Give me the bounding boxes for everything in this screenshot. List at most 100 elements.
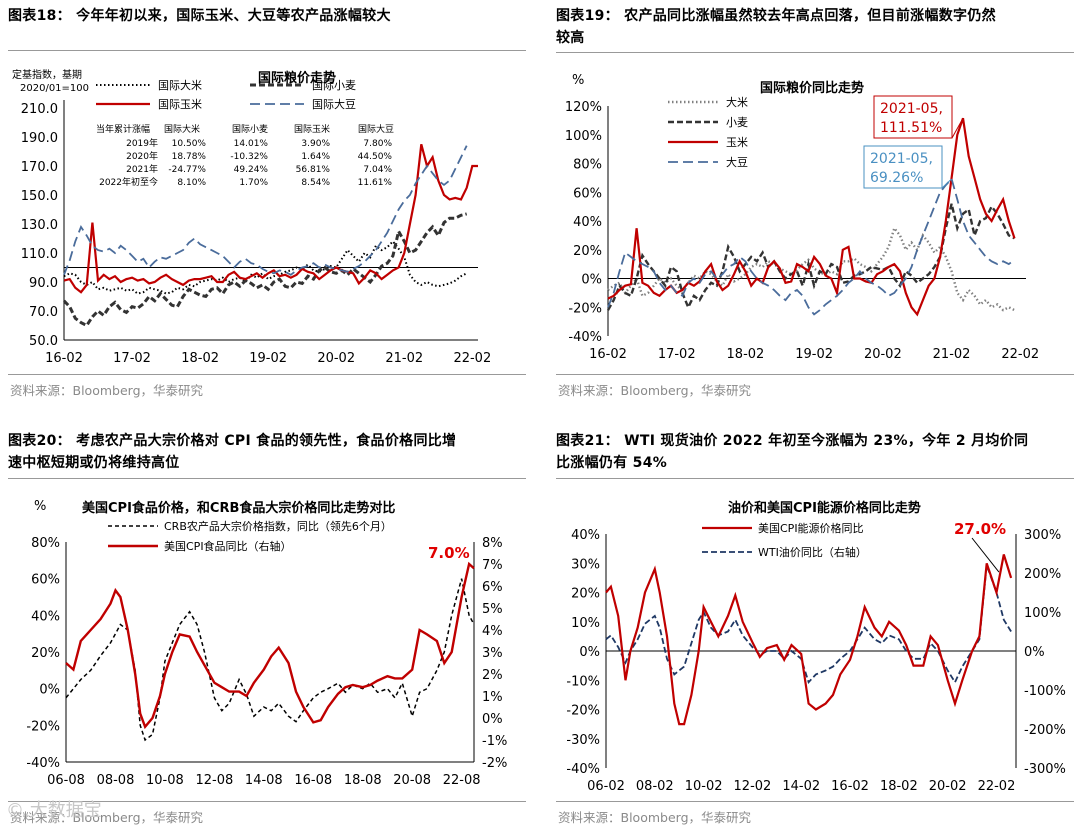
table-cell: 44.50% [358,152,393,162]
x-tick-label: 16-08 [294,773,332,788]
panel19-source: 资料来源：Bloomberg，华泰研究 [558,383,751,398]
legend-label-cpi: 美国CPI食品同比（右轴） [164,539,292,553]
annotation-soy-line1: 2021-05, [870,151,933,167]
table-header-cell: 国际小麦 [232,123,268,135]
y2-tick-label: 8% [482,536,503,551]
y-axis-label-line2: 2020/01=100 [20,83,89,94]
legend-label-corn: 国际玉米 [158,98,202,111]
y-tick-label: 20% [573,244,602,259]
y-tick-label: 60% [573,186,602,201]
x-tick-label: 21-02 [385,351,423,366]
table-cell: 56.81% [296,165,331,175]
table-cell: 10.50% [172,139,207,149]
y-tick-label: 80% [31,536,60,551]
table-cell: 1.70% [239,178,268,188]
y-tick-label: -40% [26,756,60,771]
x-tick-label: 08-08 [97,773,135,788]
table-row-label: 2020年 [126,150,158,162]
x-tick-label: 22-08 [443,773,481,788]
y-tick-label: 30% [571,557,600,572]
y2-tick-label: -200% [1024,723,1066,738]
chart-oil-vs-cpi-energy: 油价和美国CPI能源价格同比走势 40% 30% 20% 10% 0% -10% -20% -3… [566,500,1066,794]
y-tick-label: 50.0 [29,334,58,349]
y-tick-label: 120% [565,100,602,115]
x-tick-label: 20-02 [317,351,355,366]
series-line-cpi [605,554,1013,726]
y2-tick-label: 200% [1024,567,1061,582]
y2-tick-label: 3% [482,646,503,661]
annotation-peak-value: 27.0% [954,520,1006,538]
x-tick-label: 22-02 [1001,347,1039,362]
y-tick-label: -40% [568,330,602,345]
y-tick-label: 170.0 [21,160,58,175]
annotation-box-corn [873,95,953,139]
y-tick-label: 40% [31,609,60,624]
panel21-source: 资料来源：Bloomberg，华泰研究 [558,810,751,825]
table-cell: 3.90% [301,139,330,149]
watermark: © 大数据宝 [6,800,102,821]
legend-label-soy: 大豆 [726,155,748,169]
panel21-top-rule [556,478,1074,479]
y-tick-label: 130.0 [21,218,58,233]
y-tick-label: -20% [568,301,602,316]
y-tick-label: 20% [31,646,60,661]
table-cell: 8.10% [177,178,206,188]
x-tick-label: 06-02 [587,779,625,794]
panel19-bottom-rule [556,374,1074,375]
y2-tick-label: -2% [482,756,507,771]
panel20-source: 资料来源：Bloomberg，华泰研究 [10,810,203,825]
x-tick-label: 06-08 [47,773,85,788]
y-tick-label: -40% [566,762,600,777]
legend-label-crb: CRB农产品大宗价格指数，同比（领先6个月） [164,519,392,533]
table-row-label: 2021年 [126,163,158,175]
table-header-cell: 国际大豆 [358,123,394,135]
series-line-corn [63,144,478,294]
series-line-wheat [62,212,468,328]
x-tick-label: 17-02 [658,347,696,362]
x-tick-label: 16-02 [45,351,83,366]
y-tick-label: 80% [573,158,602,173]
y2-tick-label: 0% [482,712,503,727]
x-tick-label: 18-02 [181,351,219,366]
panel18-top-rule [8,50,526,51]
x-tick-label: 18-08 [344,773,382,788]
legend-label-wheat: 小麦 [726,116,748,129]
legend-label-rice: 国际大米 [158,78,202,92]
table-cell: 7.80% [363,139,392,149]
legend-label-rice: 大米 [726,95,748,109]
x-tick-label: 17-02 [113,351,151,366]
annotation-corn-line1: 2021-05, [880,101,943,117]
y-tick-label: 100% [565,129,602,144]
table-cell: 1.64% [301,152,330,162]
y2-tick-label: -100% [1024,684,1066,699]
table-cell: 18.78% [172,152,207,162]
y2-tick-label: 1% [482,690,503,705]
annotation-peak-value: 7.0% [428,544,470,562]
table-row-label: 2019年 [126,137,158,149]
panel19-top-rule [556,52,1074,53]
x-tick-label: 20-02 [864,347,902,362]
table-cell: 7.04% [363,165,392,175]
y-tick-label: -20% [566,704,600,719]
table-cell: 8.54% [301,178,330,188]
table-cell: -24.77% [168,165,206,175]
x-tick-label: 19-02 [795,347,833,362]
table-header-cell: 当年累计涨幅 [96,123,150,135]
x-tick-label: 10-02 [685,779,723,794]
y-tick-label: -20% [26,719,60,734]
y-tick-label: 0% [581,273,602,288]
y-tick-label: 10% [571,616,600,631]
legend-label-cpi: 美国CPI能源价格同比 [758,521,864,535]
x-tick-label: 20-02 [929,779,967,794]
y-tick-label: 150.0 [21,189,58,204]
x-tick-label: 14-08 [245,773,283,788]
panel20-bottom-rule [8,801,526,802]
series-line-wheat [606,203,1016,311]
x-tick-label: 21-02 [933,347,971,362]
y-tick-label: 0% [579,645,600,660]
panel19-title-line1: 图表19： 农产品同比涨幅虽然较去年高点回落，但目前涨幅数字仍然 [556,8,996,24]
y-axis-label-line1: 定基指数，基期 [12,68,82,81]
series-line-soy [63,145,468,276]
legend-label-wheat: 国际小麦 [312,79,356,92]
annotation-pointer [971,537,1000,573]
